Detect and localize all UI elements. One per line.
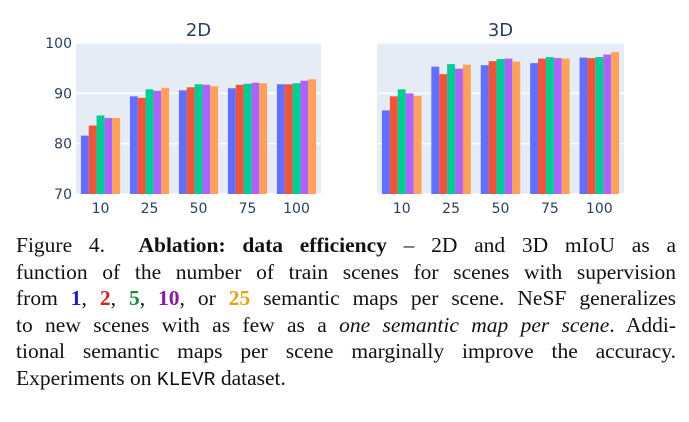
x-tick-label: 25 bbox=[442, 201, 460, 217]
caption-line-2: function of the number of train scenes f… bbox=[16, 259, 676, 284]
bar bbox=[381, 110, 390, 194]
caption-line-6: Experiments on KLEVR dataset. bbox=[16, 365, 676, 394]
bar bbox=[462, 64, 471, 194]
caption-italic-phrase: one semantic map per scene bbox=[339, 312, 610, 337]
y-tick-label: 70 bbox=[54, 187, 72, 203]
bar bbox=[488, 61, 497, 195]
bar bbox=[88, 125, 97, 194]
caption-line-1: Figure 4. Ablation: data efficiency – 2D… bbox=[16, 232, 676, 259]
caption-line-4: to new scenes with as few as a one seman… bbox=[16, 312, 676, 339]
bar bbox=[389, 96, 398, 194]
bar bbox=[405, 93, 414, 194]
caption-text: , bbox=[81, 286, 100, 310]
caption-text: . Addi- bbox=[609, 312, 676, 337]
bar bbox=[194, 84, 203, 194]
bar bbox=[545, 57, 554, 194]
chart-title: 3D bbox=[488, 20, 513, 41]
y-tick-label: 100 bbox=[45, 36, 72, 52]
caption-line-5: tional semantic maps per scene marginall… bbox=[16, 339, 676, 363]
bar bbox=[235, 84, 244, 194]
bar bbox=[480, 65, 489, 194]
chart-2d: 10 25 50 75 100 70 80 90 100 2D bbox=[45, 20, 321, 217]
bar bbox=[161, 87, 170, 194]
caption-fig-label: Figure 4. bbox=[16, 233, 105, 257]
bar bbox=[259, 83, 268, 194]
bar bbox=[227, 88, 236, 194]
bar bbox=[300, 80, 309, 194]
bar bbox=[447, 64, 456, 194]
bar bbox=[308, 79, 317, 194]
bar bbox=[243, 83, 252, 194]
caption-count-2: 2 bbox=[99, 286, 111, 310]
figure-charts: 10 25 50 75 100 70 80 90 100 2D 10 25 50 75 100 3D bbox=[45, 20, 624, 217]
bar bbox=[538, 58, 546, 194]
bar bbox=[587, 58, 596, 194]
bar bbox=[561, 58, 570, 194]
bar bbox=[611, 52, 620, 195]
bar bbox=[112, 117, 121, 194]
bar bbox=[153, 90, 162, 194]
x-tick-label: 100 bbox=[586, 201, 613, 217]
y-tick-label: 80 bbox=[54, 137, 72, 153]
bar bbox=[439, 74, 448, 194]
bar bbox=[210, 86, 219, 194]
bar bbox=[431, 66, 440, 194]
bar bbox=[455, 68, 463, 194]
x-tick-label: 75 bbox=[239, 201, 257, 217]
caption-text: semantic maps per scene. NeSF generalize… bbox=[250, 286, 677, 310]
caption-text: , bbox=[110, 286, 129, 310]
bar bbox=[186, 87, 195, 194]
x-tick-label: 10 bbox=[393, 201, 411, 217]
x-tick-label: 10 bbox=[92, 201, 110, 217]
chart-3d: 10 25 50 75 100 3D bbox=[377, 20, 624, 217]
bar bbox=[178, 90, 187, 194]
bar bbox=[504, 58, 513, 194]
bar bbox=[397, 89, 406, 194]
x-tick-label: 75 bbox=[541, 201, 559, 217]
bar bbox=[129, 96, 138, 194]
x-tick-label: 50 bbox=[190, 201, 208, 217]
caption-text: – 2D and 3D mIoU as a bbox=[386, 233, 676, 257]
caption-text: Experiments on bbox=[16, 365, 157, 390]
caption-count-1: 1 bbox=[70, 286, 82, 310]
bar bbox=[292, 83, 301, 194]
caption-count-10: 10 bbox=[158, 286, 180, 310]
y-tick-label: 90 bbox=[54, 86, 72, 102]
chart-title: 2D bbox=[186, 20, 211, 41]
caption-count-5: 5 bbox=[128, 286, 140, 310]
figure-caption: Figure 4. Ablation: data efficiency – 2D… bbox=[16, 232, 676, 393]
bar bbox=[276, 84, 285, 194]
bar bbox=[80, 135, 89, 194]
x-tick-label: 25 bbox=[141, 201, 159, 217]
caption-bold-title: Ablation: data efficiency bbox=[138, 233, 387, 257]
bar bbox=[595, 57, 604, 194]
caption-text: from bbox=[16, 286, 71, 310]
bar bbox=[553, 58, 562, 194]
bar bbox=[202, 84, 211, 194]
bar bbox=[104, 117, 113, 194]
caption-count-25: 25 bbox=[228, 286, 251, 310]
bar bbox=[96, 115, 105, 194]
bar bbox=[603, 54, 612, 195]
bar bbox=[284, 84, 293, 194]
caption-dataset-name: KLEVR bbox=[156, 368, 216, 391]
caption-text: , or bbox=[179, 286, 229, 310]
bar bbox=[512, 61, 521, 194]
bar bbox=[137, 97, 146, 194]
bar bbox=[413, 95, 422, 194]
bar bbox=[496, 59, 505, 195]
x-tick-label: 100 bbox=[283, 201, 310, 217]
bar bbox=[145, 89, 154, 194]
bar bbox=[530, 63, 539, 195]
caption-line-3: from 1, 2, 5, 10, or 25 semantic maps pe… bbox=[16, 285, 676, 312]
caption-text: , bbox=[139, 286, 159, 310]
bar bbox=[579, 57, 588, 195]
caption-text: to new scenes with as few as a bbox=[16, 312, 340, 337]
x-tick-label: 50 bbox=[492, 201, 510, 217]
caption-text: dataset. bbox=[215, 365, 286, 390]
bar bbox=[251, 82, 260, 194]
